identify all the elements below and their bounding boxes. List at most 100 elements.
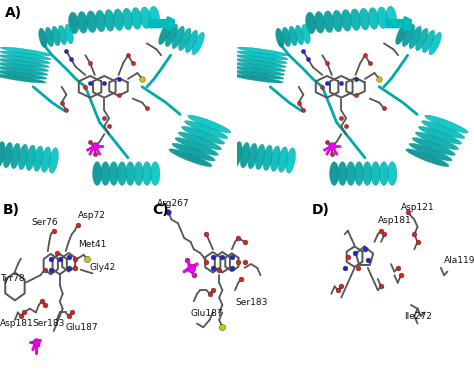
Ellipse shape — [237, 51, 288, 60]
Ellipse shape — [276, 28, 284, 47]
Ellipse shape — [109, 162, 118, 185]
Ellipse shape — [0, 47, 52, 56]
Text: B): B) — [3, 203, 20, 217]
Text: Glu187: Glu187 — [66, 323, 98, 332]
Ellipse shape — [425, 115, 468, 133]
Ellipse shape — [0, 51, 51, 60]
Ellipse shape — [184, 121, 228, 139]
Ellipse shape — [346, 162, 356, 185]
Text: Ser183: Ser183 — [235, 298, 267, 306]
Text: Asp72: Asp72 — [78, 211, 106, 219]
Text: Asp121: Asp121 — [401, 203, 435, 212]
Ellipse shape — [92, 162, 102, 185]
Ellipse shape — [118, 162, 127, 185]
Ellipse shape — [126, 162, 135, 185]
Ellipse shape — [415, 132, 458, 150]
Ellipse shape — [286, 148, 295, 173]
Ellipse shape — [46, 27, 54, 47]
Ellipse shape — [329, 162, 339, 185]
Ellipse shape — [240, 142, 250, 168]
Ellipse shape — [86, 11, 97, 33]
Ellipse shape — [233, 142, 242, 167]
Ellipse shape — [386, 6, 396, 28]
Ellipse shape — [388, 162, 397, 185]
Ellipse shape — [3, 142, 13, 168]
Ellipse shape — [289, 26, 297, 46]
Ellipse shape — [26, 145, 36, 170]
Ellipse shape — [232, 74, 283, 83]
Ellipse shape — [412, 137, 456, 155]
Ellipse shape — [78, 11, 88, 33]
Ellipse shape — [396, 22, 408, 44]
Ellipse shape — [379, 162, 389, 185]
Ellipse shape — [0, 74, 46, 83]
Ellipse shape — [0, 70, 47, 79]
Text: Gly42: Gly42 — [90, 264, 116, 272]
Text: D): D) — [311, 203, 329, 217]
Ellipse shape — [179, 28, 191, 51]
Text: Tyr78: Tyr78 — [0, 275, 25, 283]
Ellipse shape — [178, 132, 221, 150]
Ellipse shape — [101, 162, 110, 185]
Ellipse shape — [142, 162, 152, 185]
Ellipse shape — [419, 126, 462, 144]
Ellipse shape — [271, 146, 280, 172]
Text: Arg267: Arg267 — [157, 200, 190, 208]
Ellipse shape — [332, 10, 343, 32]
Ellipse shape — [355, 162, 364, 185]
Ellipse shape — [140, 7, 151, 29]
Ellipse shape — [255, 144, 265, 170]
Ellipse shape — [409, 143, 452, 161]
Ellipse shape — [104, 10, 115, 31]
Text: Met41: Met41 — [78, 240, 106, 249]
Ellipse shape — [95, 10, 106, 32]
Ellipse shape — [172, 26, 184, 49]
Ellipse shape — [233, 67, 285, 75]
Ellipse shape — [306, 12, 316, 34]
Ellipse shape — [263, 145, 273, 170]
Ellipse shape — [0, 59, 49, 67]
Ellipse shape — [41, 147, 51, 172]
Ellipse shape — [429, 32, 441, 55]
Ellipse shape — [0, 67, 48, 75]
Ellipse shape — [278, 147, 288, 172]
Text: Ser76: Ser76 — [31, 218, 58, 227]
Ellipse shape — [371, 162, 380, 185]
Ellipse shape — [359, 8, 370, 30]
Ellipse shape — [234, 63, 285, 71]
Ellipse shape — [175, 137, 219, 155]
Ellipse shape — [0, 63, 48, 71]
Ellipse shape — [134, 162, 143, 185]
Ellipse shape — [52, 26, 60, 46]
Text: Glu187: Glu187 — [191, 309, 223, 318]
Ellipse shape — [377, 7, 388, 29]
Ellipse shape — [182, 126, 225, 144]
Text: Asp181: Asp181 — [378, 216, 411, 225]
Ellipse shape — [237, 47, 289, 56]
Ellipse shape — [341, 10, 352, 31]
Ellipse shape — [11, 143, 20, 169]
Text: Ile272: Ile272 — [404, 312, 432, 321]
Text: C): C) — [153, 203, 169, 217]
Ellipse shape — [368, 8, 379, 29]
Ellipse shape — [49, 148, 58, 173]
Ellipse shape — [39, 28, 47, 47]
Ellipse shape — [416, 28, 428, 51]
Ellipse shape — [165, 24, 178, 47]
Ellipse shape — [34, 146, 43, 172]
Ellipse shape — [248, 143, 257, 169]
Ellipse shape — [235, 59, 286, 67]
Ellipse shape — [188, 115, 231, 133]
Ellipse shape — [421, 121, 465, 139]
Ellipse shape — [350, 9, 361, 31]
Ellipse shape — [0, 142, 5, 167]
Text: Asp181: Asp181 — [0, 319, 34, 328]
Ellipse shape — [172, 143, 215, 161]
Ellipse shape — [192, 32, 204, 55]
Ellipse shape — [233, 70, 284, 79]
Ellipse shape — [131, 8, 142, 29]
Ellipse shape — [409, 26, 421, 49]
Ellipse shape — [122, 8, 133, 30]
Text: Ser183: Ser183 — [33, 319, 65, 328]
Ellipse shape — [185, 30, 198, 52]
